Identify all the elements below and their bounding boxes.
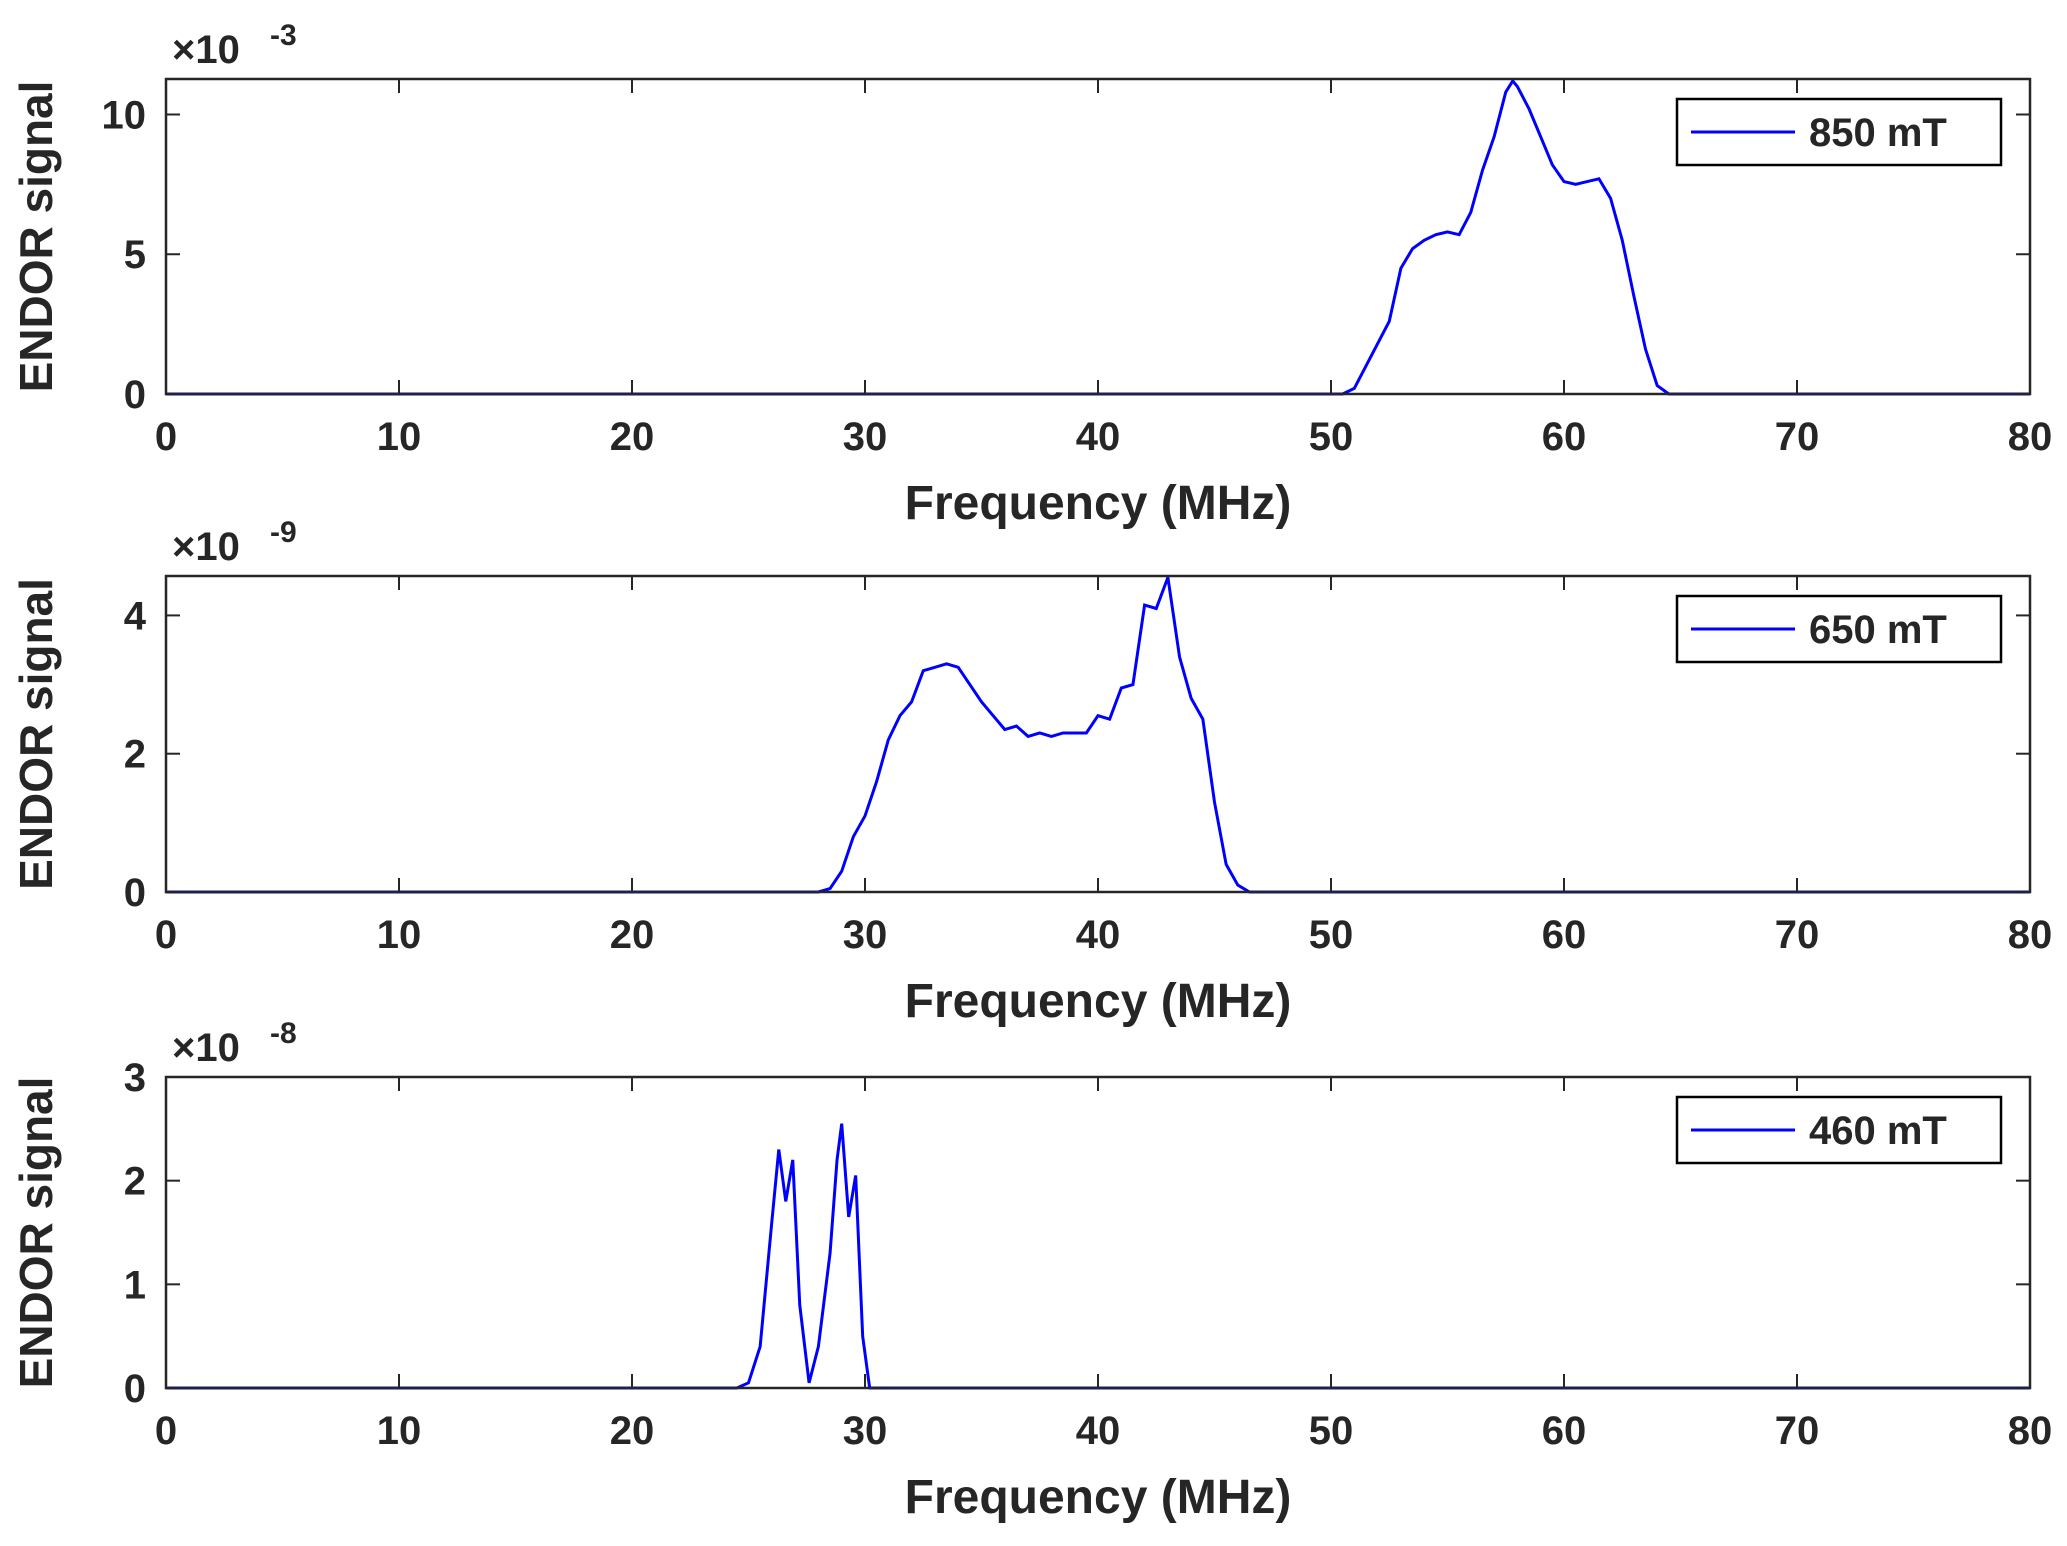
legend-label: 850 mT (1809, 111, 1947, 155)
x-tick-label: 10 (377, 415, 422, 459)
axes-box (164, 1075, 2032, 1390)
x-tick-label: 80 (2008, 913, 2053, 957)
x-tick-label: 20 (610, 913, 655, 957)
y-tick-label: 3 (124, 1056, 146, 1100)
x-axis-label: Frequency (MHz) (905, 1471, 1292, 1524)
y-tick-label: 1 (124, 1263, 146, 1307)
x-tick-label: 10 (377, 913, 422, 957)
legend-label: 650 mT (1809, 608, 1947, 652)
x-tick-label: 40 (1076, 1409, 1121, 1453)
x-tick-label: 30 (843, 1409, 888, 1453)
x-tick-label: 20 (610, 1409, 655, 1453)
x-tick-label: 0 (155, 415, 177, 459)
y-scale-exponent: -9 (270, 516, 297, 549)
x-tick-label: 40 (1076, 913, 1121, 957)
y-scale-base: ×10 (172, 1026, 240, 1070)
x-tick-label: 60 (1542, 913, 1587, 957)
y-scale-exponent: -8 (270, 1017, 297, 1050)
y-tick-label: 2 (124, 1160, 146, 1204)
data-line (166, 78, 2030, 396)
x-tick-label: 0 (155, 1409, 177, 1453)
x-tick-label: 50 (1309, 1409, 1354, 1453)
axes-box (164, 77, 2032, 396)
x-tick-label: 80 (2008, 415, 2053, 459)
data-line (166, 1123, 2030, 1390)
y-scale-base: ×10 (172, 28, 240, 72)
data-line (166, 576, 2030, 894)
y-scale-exponent: -3 (270, 19, 297, 52)
x-tick-label: 40 (1076, 415, 1121, 459)
x-tick-label: 70 (1775, 1409, 1820, 1453)
y-axis-label: ENDOR signal (10, 81, 62, 393)
x-tick-label: 60 (1542, 1409, 1587, 1453)
y-tick-label: 2 (124, 733, 146, 777)
y-tick-label: 0 (124, 871, 146, 915)
y-tick-label: 10 (102, 93, 147, 137)
y-scale-base: ×10 (172, 525, 240, 569)
y-tick-label: 0 (124, 373, 146, 417)
axes-box (164, 574, 2032, 894)
x-tick-label: 60 (1542, 415, 1587, 459)
x-axis-label: Frequency (MHz) (905, 975, 1292, 1028)
x-tick-label: 50 (1309, 913, 1354, 957)
x-tick-label: 20 (610, 415, 655, 459)
x-tick-label: 10 (377, 1409, 422, 1453)
y-tick-label: 5 (124, 233, 146, 277)
x-tick-label: 30 (843, 913, 888, 957)
legend-label: 460 mT (1809, 1109, 1947, 1153)
x-tick-label: 30 (843, 415, 888, 459)
x-tick-label: 50 (1309, 415, 1354, 459)
x-tick-label: 80 (2008, 1409, 2053, 1453)
y-axis-label: ENDOR signal (10, 578, 62, 890)
y-tick-label: 0 (124, 1367, 146, 1411)
y-axis-label: ENDOR signal (10, 1077, 62, 1389)
x-tick-label: 0 (155, 913, 177, 957)
y-tick-label: 4 (124, 594, 147, 638)
x-axis-label: Frequency (MHz) (905, 477, 1292, 530)
x-tick-label: 70 (1775, 415, 1820, 459)
x-tick-label: 70 (1775, 913, 1820, 957)
